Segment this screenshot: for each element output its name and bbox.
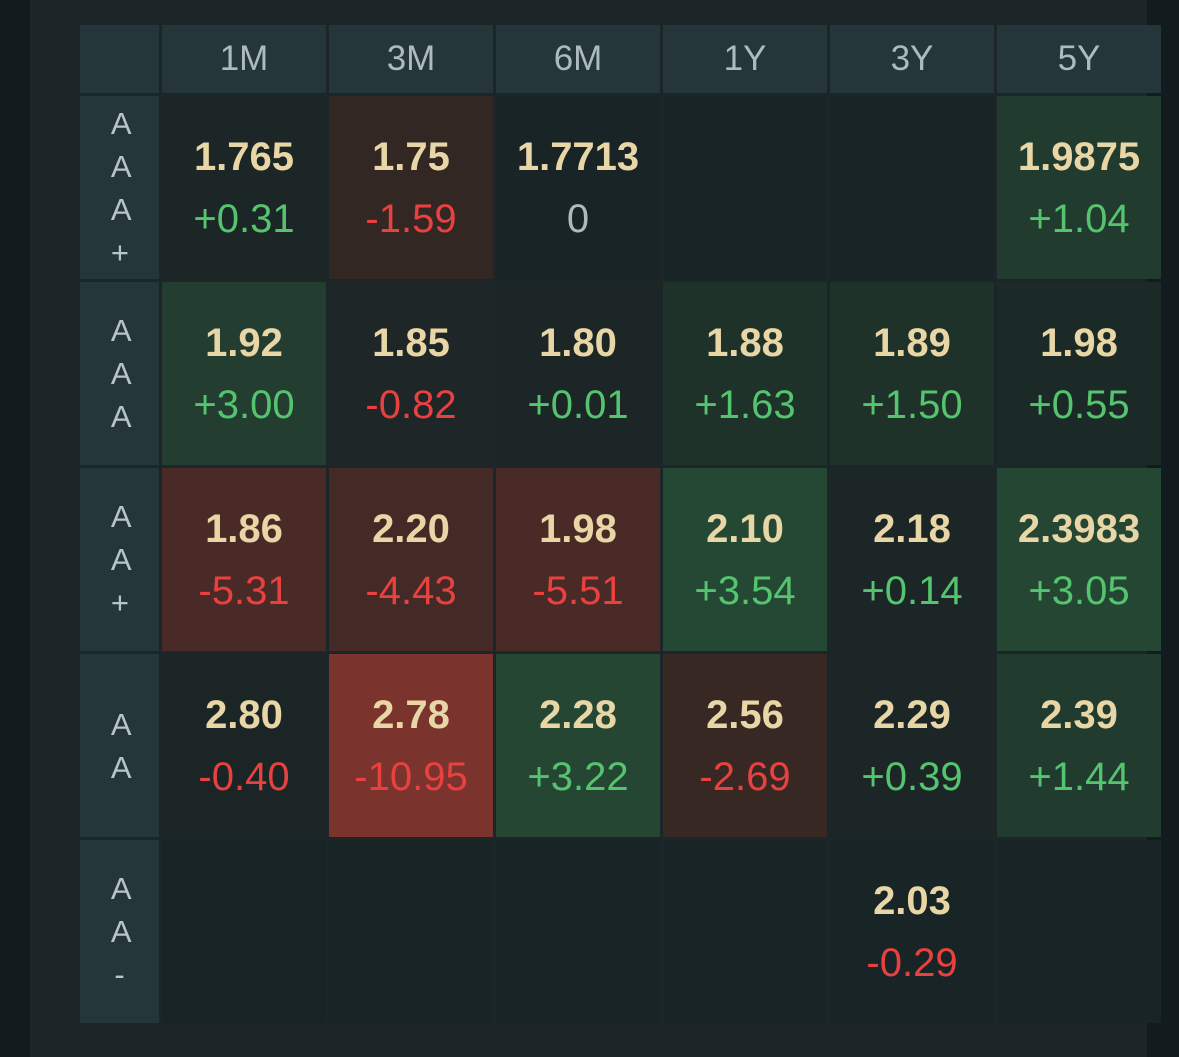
grid-cell[interactable]: 2.18 +0.14 <box>830 468 994 651</box>
cell-price: 1.7713 <box>516 134 640 179</box>
grid-cell[interactable]: 1.88 +1.63 <box>663 282 827 465</box>
grid-cell[interactable]: 2.03 -0.29 <box>830 840 994 1023</box>
cell-change: +1.04 <box>1028 196 1130 241</box>
grid-cell[interactable]: 1.89 +1.50 <box>830 282 994 465</box>
grid-corner <box>80 25 159 93</box>
row-header-label: AA- <box>110 871 132 992</box>
row-header-label: AA+ <box>110 499 132 620</box>
cell-price: 1.88 <box>706 320 784 365</box>
grid-cell[interactable]: 2.29 +0.39 <box>830 654 994 837</box>
cell-price: 1.85 <box>372 320 450 365</box>
row-header-label: AAA+ <box>110 105 132 270</box>
cell-change: -1.59 <box>365 196 457 241</box>
cell-change: +3.00 <box>193 382 295 427</box>
cell-change: +0.39 <box>861 754 963 799</box>
column-header-3m: 3M <box>329 25 493 93</box>
cell-price: 2.28 <box>539 692 617 737</box>
cell-change: +0.31 <box>193 196 295 241</box>
grid-cell[interactable]: 2.78 -10.95 <box>329 654 493 837</box>
cell-price: 1.80 <box>539 320 617 365</box>
grid-cell[interactable]: 1.98 -5.51 <box>496 468 660 651</box>
column-header-1m: 1M <box>162 25 326 93</box>
row-header-label: AAA <box>110 313 132 434</box>
cell-change: +0.14 <box>861 568 963 613</box>
cell-change: +3.54 <box>694 568 796 613</box>
grid-cell[interactable]: 2.10 +3.54 <box>663 468 827 651</box>
cell-change: -4.43 <box>365 568 457 613</box>
grid-cell <box>663 840 827 1023</box>
cell-price: 1.86 <box>205 506 283 551</box>
grid-cell[interactable]: 2.56 -2.69 <box>663 654 827 837</box>
cell-change: +1.63 <box>694 382 796 427</box>
grid-cell[interactable]: 1.9875 +1.04 <box>997 96 1161 279</box>
heatmap-panel: 1M 3M 6M 1Y 3Y 5Y AAA+ 1.765 +0.31 1.75 -1.5… <box>30 0 1161 1057</box>
cell-change: -0.82 <box>365 382 457 427</box>
grid-cell[interactable]: 1.86 -5.31 <box>162 468 326 651</box>
row-header: AA <box>80 654 159 837</box>
cell-change: +0.01 <box>527 382 629 427</box>
cell-price: 1.9875 <box>1017 134 1141 179</box>
cell-price: 2.56 <box>706 692 784 737</box>
cell-change: -5.51 <box>532 568 624 613</box>
cell-change: -10.95 <box>354 754 468 799</box>
cell-price: 2.3983 <box>1017 506 1141 551</box>
row-header-label: AA <box>110 706 132 785</box>
cell-price: 2.18 <box>873 506 951 551</box>
grid-cell <box>496 840 660 1023</box>
grid-cell[interactable]: 1.765 +0.31 <box>162 96 326 279</box>
cell-price: 2.20 <box>372 506 450 551</box>
row-header: AA- <box>80 840 159 1023</box>
column-header-1y: 1Y <box>663 25 827 93</box>
row-header: AAA <box>80 282 159 465</box>
cell-change: +1.44 <box>1028 754 1130 799</box>
grid-cell[interactable]: 1.80 +0.01 <box>496 282 660 465</box>
row-header: AAA+ <box>80 96 159 279</box>
cell-price: 1.89 <box>873 320 951 365</box>
grid-cell[interactable]: 2.80 -0.40 <box>162 654 326 837</box>
grid-cell[interactable]: 1.75 -1.59 <box>329 96 493 279</box>
cell-price: 1.75 <box>372 134 450 179</box>
cell-change: -0.40 <box>198 754 290 799</box>
grid-cell[interactable]: 1.98 +0.55 <box>997 282 1161 465</box>
cell-price: 2.03 <box>873 878 951 923</box>
column-header-3y: 3Y <box>830 25 994 93</box>
grid-cell <box>663 96 827 279</box>
cell-change: +0.55 <box>1028 382 1130 427</box>
grid-cell[interactable]: 2.28 +3.22 <box>496 654 660 837</box>
cell-change: +1.50 <box>861 382 963 427</box>
cell-price: 2.80 <box>205 692 283 737</box>
cell-change: 0 <box>566 196 590 241</box>
grid-cell <box>830 96 994 279</box>
cell-price: 2.10 <box>706 506 784 551</box>
grid-cell[interactable]: 1.7713 0 <box>496 96 660 279</box>
grid-cell[interactable]: 2.39 +1.44 <box>997 654 1161 837</box>
grid-cell[interactable]: 2.20 -4.43 <box>329 468 493 651</box>
grid-cell[interactable]: 1.85 -0.82 <box>329 282 493 465</box>
cell-price: 2.39 <box>1040 692 1118 737</box>
cell-price: 1.765 <box>193 134 295 179</box>
grid-cell <box>997 840 1161 1023</box>
grid-cell <box>162 840 326 1023</box>
cell-price: 1.98 <box>1040 320 1118 365</box>
cell-price: 2.78 <box>372 692 450 737</box>
cell-change: -5.31 <box>198 568 290 613</box>
row-header: AA+ <box>80 468 159 651</box>
column-header-6m: 6M <box>496 25 660 93</box>
cell-change: -0.29 <box>866 940 958 985</box>
rating-tenor-grid: 1M 3M 6M 1Y 3Y 5Y AAA+ 1.765 +0.31 1.75 -1.5… <box>80 25 1161 1023</box>
cell-change: -2.69 <box>699 754 791 799</box>
cell-price: 1.92 <box>205 320 283 365</box>
cell-change: +3.05 <box>1028 568 1130 613</box>
cell-price: 2.29 <box>873 692 951 737</box>
column-header-5y: 5Y <box>997 25 1161 93</box>
grid-cell <box>329 840 493 1023</box>
grid-cell[interactable]: 1.92 +3.00 <box>162 282 326 465</box>
cell-price: 1.98 <box>539 506 617 551</box>
grid-cell[interactable]: 2.3983 +3.05 <box>997 468 1161 651</box>
cell-change: +3.22 <box>527 754 629 799</box>
